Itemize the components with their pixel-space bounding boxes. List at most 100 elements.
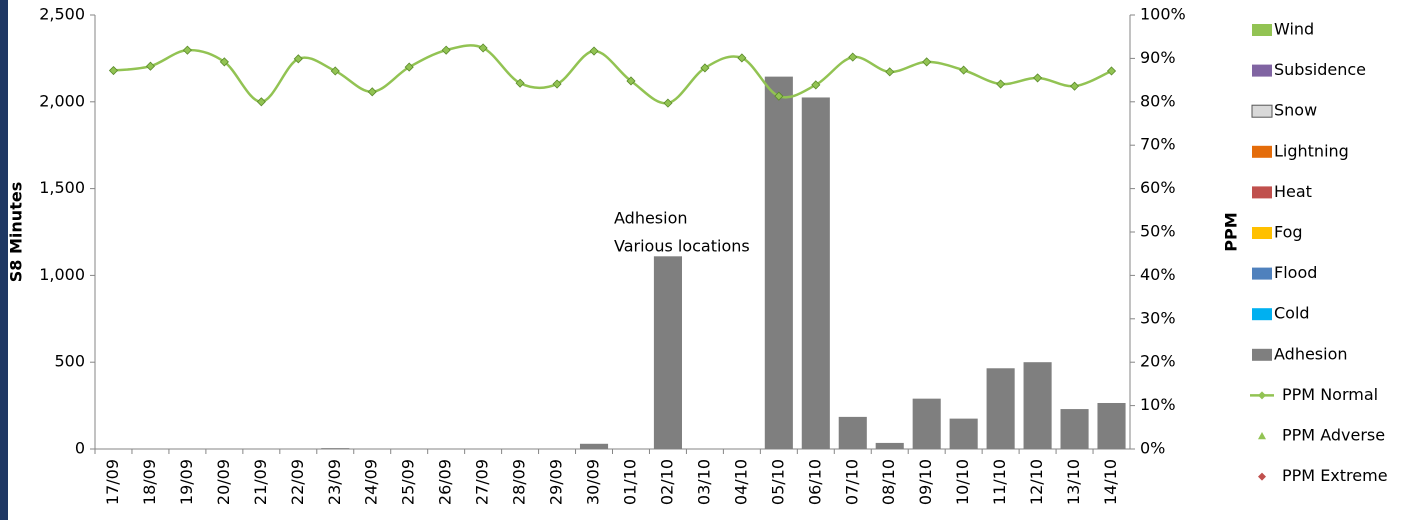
x-tick-label: 13/10 [1064,459,1083,505]
y-tick-label: 2,500 [39,5,85,24]
x-tick-label: 30/09 [584,459,603,505]
y2-axis-label: PPM [1222,212,1241,251]
point [478,43,488,53]
y2-tick-label: 0% [1140,439,1165,458]
x-tick-label: 04/10 [731,459,750,505]
bar [912,398,941,449]
annotation: Adhesion [614,209,688,228]
point [1033,73,1043,83]
x-tick-label: 14/10 [1101,459,1120,505]
legend-label: Adhesion [1274,344,1348,363]
point [811,80,821,90]
x-tick-label: 03/10 [694,459,713,505]
legend-label: Flood [1274,263,1317,282]
bar [321,448,350,449]
point [293,54,303,64]
y-tick-label: 1,500 [39,178,85,197]
bar [1097,402,1126,449]
legend-swatch [1251,104,1273,118]
y2-tick-label: 70% [1140,135,1176,154]
point [663,98,673,108]
bar [764,76,793,450]
point [219,57,229,67]
point [737,53,747,63]
legend-label: PPM Normal [1282,385,1378,404]
y2-tick-label: 10% [1140,395,1176,414]
legend-marker [1258,391,1266,400]
x-tick-label: 12/10 [1027,459,1046,505]
point [552,79,562,89]
bar [875,442,904,449]
legend-swatch [1252,145,1272,158]
point [959,65,969,75]
y-tick-label: 500 [54,352,85,371]
legend-swatch [1252,348,1272,361]
legend-label: PPM Extreme [1282,466,1388,485]
x-tick-label: 11/10 [990,459,1009,505]
x-tick-label: 29/09 [547,459,566,505]
point [626,76,636,86]
legend-swatch [1252,24,1272,36]
x-tick-label: 07/10 [842,459,861,505]
y2-tick-label: 40% [1140,265,1176,284]
point [700,63,710,73]
legend-swatch [1252,227,1272,239]
point [145,61,156,71]
line [113,44,1113,105]
x-tick-label: 26/09 [436,459,455,505]
x-tick-label: 17/09 [103,459,122,505]
x-tick-label: 06/10 [805,459,824,505]
point [404,62,414,72]
annotation: Various locations [614,237,750,256]
legend-label: Snow [1274,101,1317,120]
point [367,87,377,97]
legend-label: Cold [1274,304,1310,323]
x-tick-label: 10/10 [953,459,972,505]
x-tick-label: 08/10 [879,459,898,505]
legend-label: Fog [1274,223,1303,242]
x-tick-label: 22/09 [288,459,307,505]
legend-marker [1258,432,1266,440]
point [182,45,192,55]
y2-tick-label: 50% [1140,222,1176,241]
y-axis-label: S8 Minutes [7,182,26,282]
point [589,46,599,56]
bar [986,368,1015,449]
legend-swatch [1252,186,1272,199]
bar [579,443,609,449]
point [1106,66,1117,76]
point [330,66,340,76]
x-tick-label: 27/09 [473,459,492,505]
y2-tick-label: 90% [1140,48,1176,67]
legend-label: Lightning [1274,141,1349,160]
legend-label: PPM Adverse [1282,426,1385,445]
point [774,91,784,101]
x-tick-label: 25/09 [399,459,418,505]
bar [838,416,867,449]
x-tick-label: 24/09 [362,459,381,505]
x-tick-label: 19/09 [177,459,196,505]
y2-tick-label: 60% [1140,178,1176,197]
legend-swatch [1252,64,1272,77]
bar [653,256,682,449]
point [1069,81,1080,91]
x-tick-label: 09/10 [916,459,935,505]
bar [801,97,830,450]
point [108,65,119,76]
point [256,97,266,107]
bar [1060,409,1089,449]
x-tick-label: 20/09 [214,459,233,505]
legend-label: Subsidence [1274,60,1366,79]
legend-swatch [1252,267,1272,280]
point [922,57,932,67]
y2-tick-label: 100% [1140,5,1186,24]
legend-label: Wind [1274,20,1314,39]
bar [1023,362,1052,449]
legend-swatch [1252,308,1272,321]
x-tick-label: 05/10 [768,459,787,505]
y2-tick-label: 20% [1140,352,1176,371]
y-tick-label: 2,000 [39,91,85,110]
legend-marker [1258,472,1266,481]
y2-tick-label: 30% [1140,308,1176,327]
